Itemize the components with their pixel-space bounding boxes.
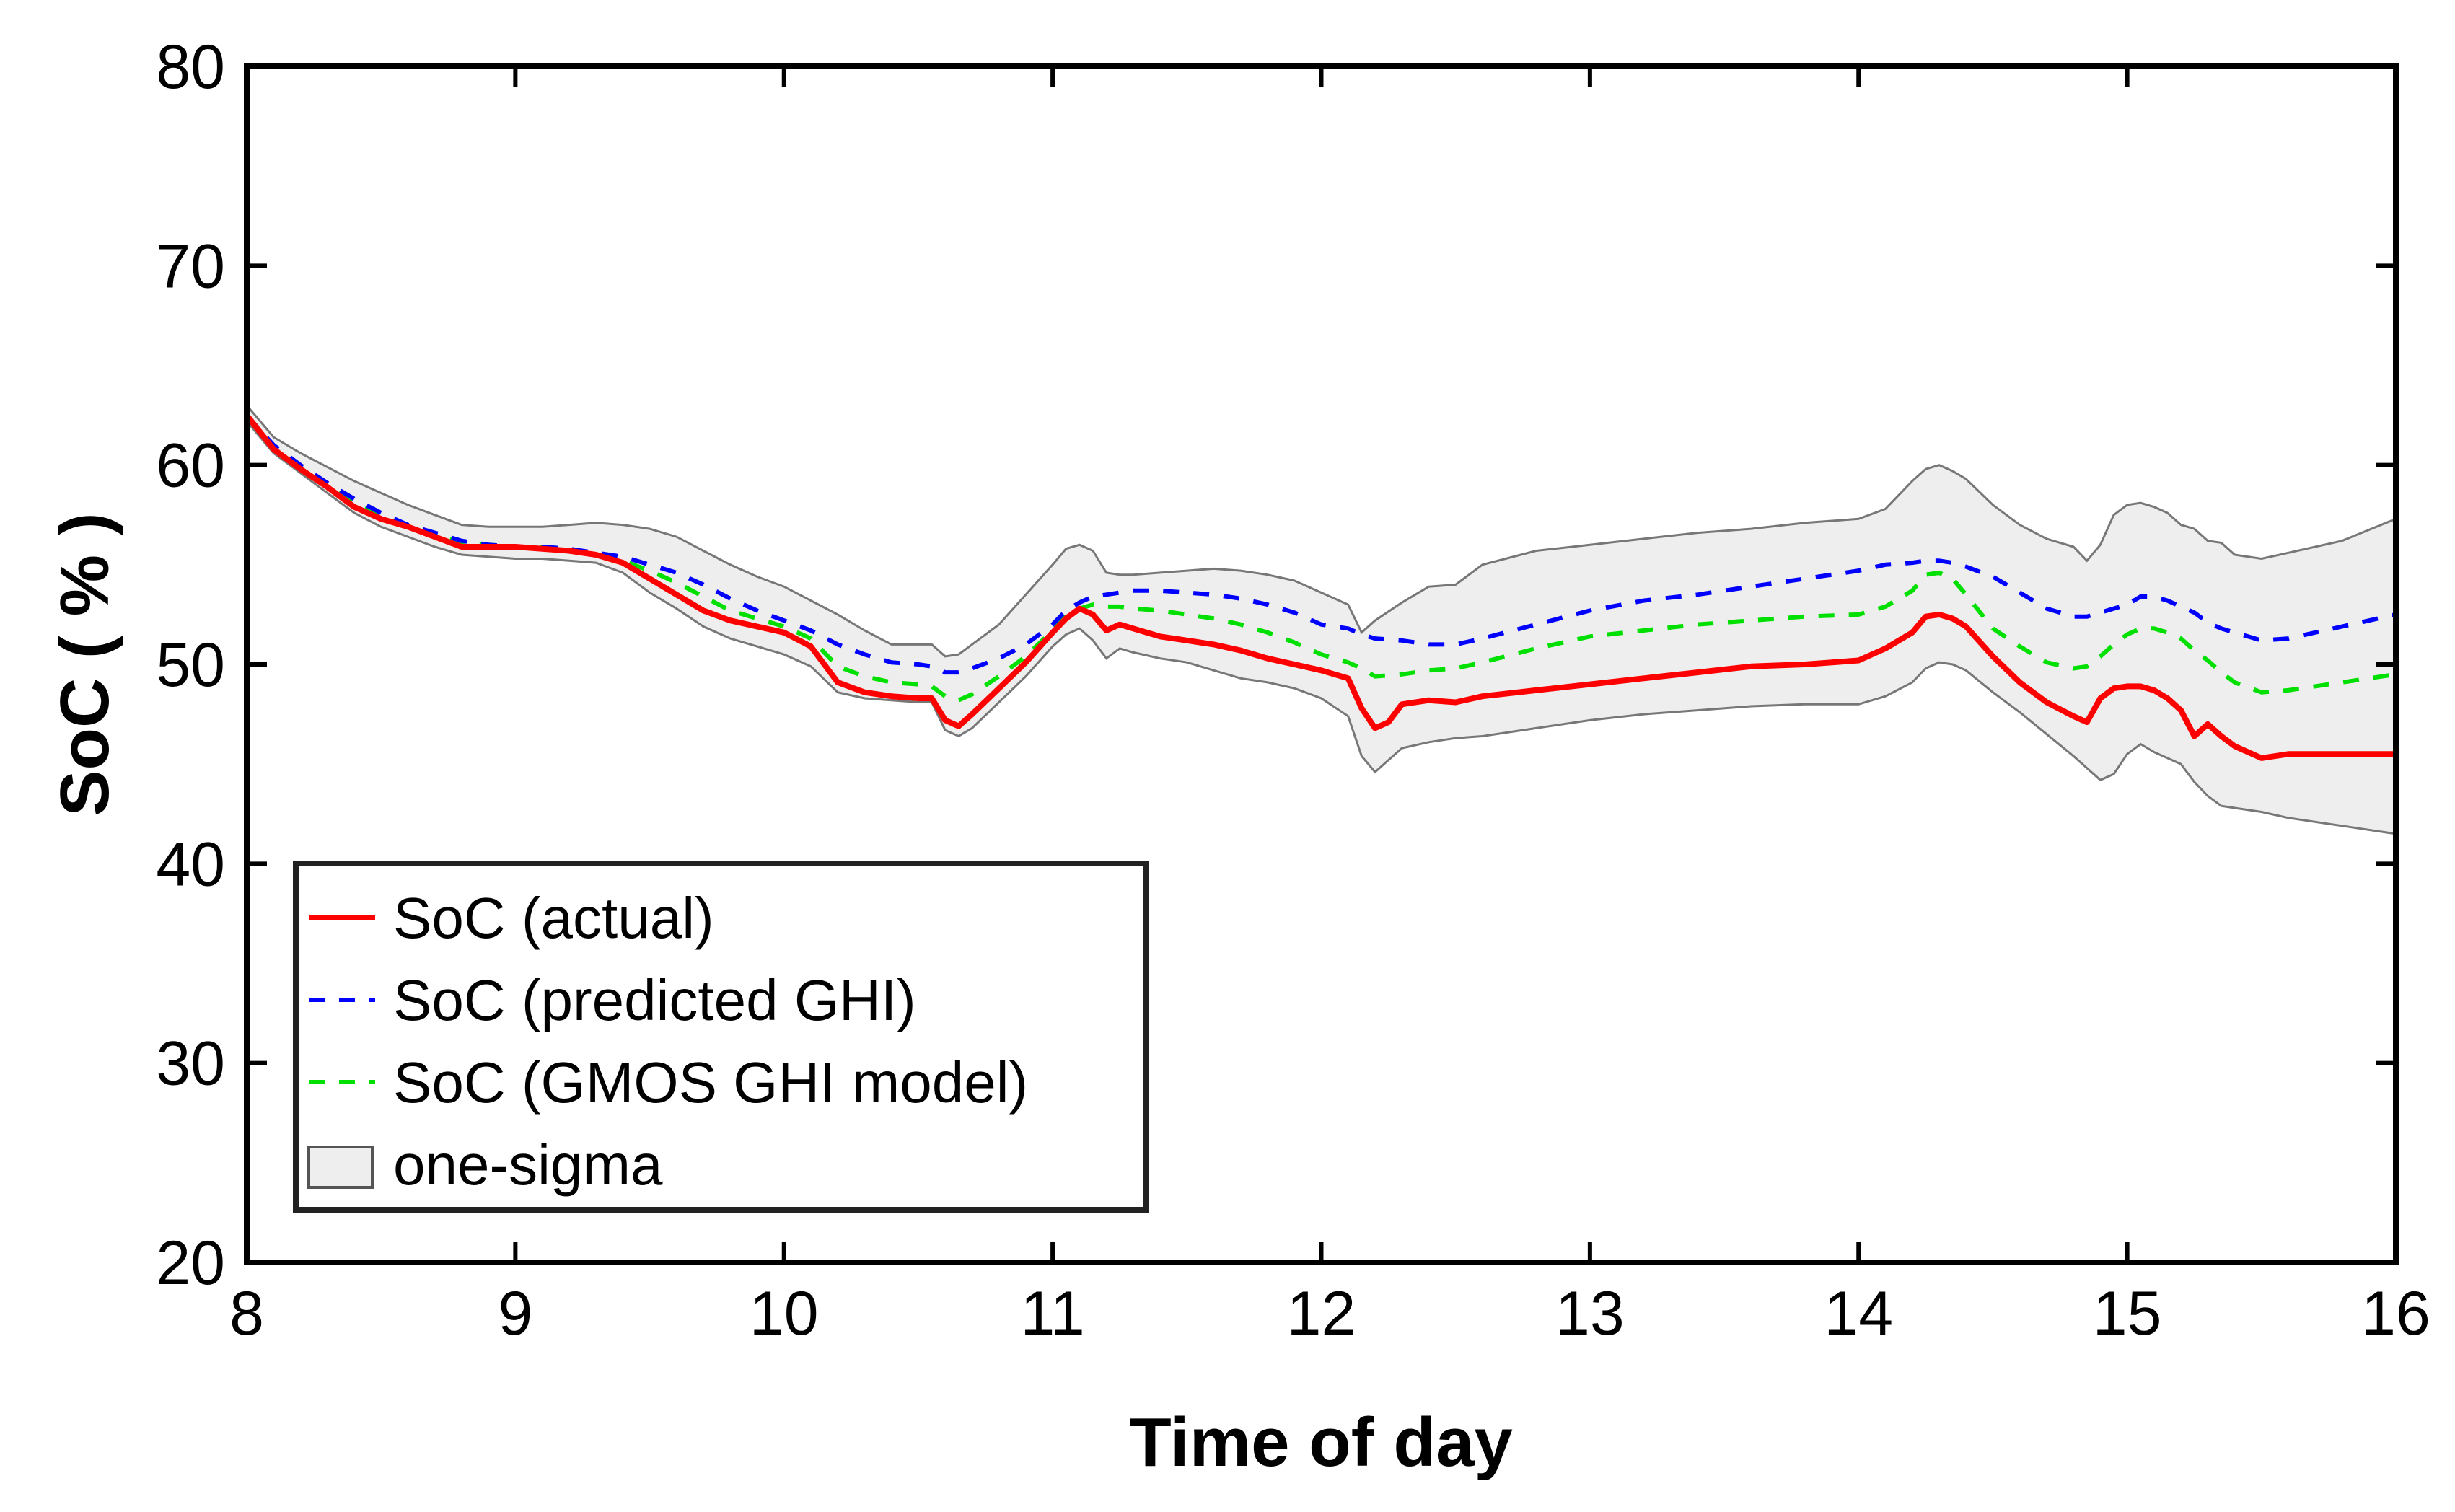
series-layer	[244, 413, 2397, 761]
legend: SoC (actual) SoC (predicted GHI) SoC (GM…	[293, 861, 1149, 1213]
x-tick-label: 8	[229, 1279, 264, 1348]
y-tick-label: 70	[156, 232, 225, 301]
legend-label-actual: SoC (actual)	[393, 886, 714, 950]
one-sigma-upper-edge	[245, 404, 2397, 658]
y-axis-title: SoC ( % )	[46, 512, 123, 816]
one-sigma-lower-edge	[245, 420, 2397, 835]
x-tick-label: 9	[498, 1279, 532, 1348]
series-line-predicted	[245, 413, 2397, 675]
legend-label-predicted: SoC (predicted GHI)	[393, 968, 916, 1032]
x-tick-label: 16	[2361, 1279, 2430, 1348]
series-line-actual	[244, 413, 2396, 761]
x-tick-label: 11	[1020, 1279, 1084, 1348]
y-tick-label: 30	[156, 1029, 225, 1099]
x-tick-label: 12	[1287, 1279, 1356, 1348]
x-tick-label: 14	[1824, 1279, 1893, 1348]
y-tick-label: 60	[156, 431, 225, 501]
tick-layer: 8 9 10 11 12 13 14 15 16 20 30 40 50 60 70 80	[156, 32, 2430, 1348]
legend-label-gmos: SoC (GMOS GHI model)	[393, 1050, 1028, 1115]
x-tick-label: 15	[2093, 1279, 2162, 1348]
x-tick-label: 10	[750, 1279, 819, 1348]
y-tick-label: 50	[156, 630, 225, 700]
y-tick-label: 20	[156, 1228, 225, 1298]
one-sigma-band-layer	[245, 404, 2397, 835]
x-tick-label: 13	[1555, 1279, 1625, 1348]
legend-label-one-sigma: one-sigma	[393, 1133, 663, 1197]
one-sigma-band	[247, 405, 2396, 834]
y-tick-label: 40	[156, 830, 225, 899]
y-tick-label: 80	[156, 32, 225, 102]
x-axis-title: Time of day	[1129, 1404, 1513, 1481]
legend-box	[293, 861, 1149, 1213]
legend-swatch-one-sigma	[307, 1146, 374, 1189]
